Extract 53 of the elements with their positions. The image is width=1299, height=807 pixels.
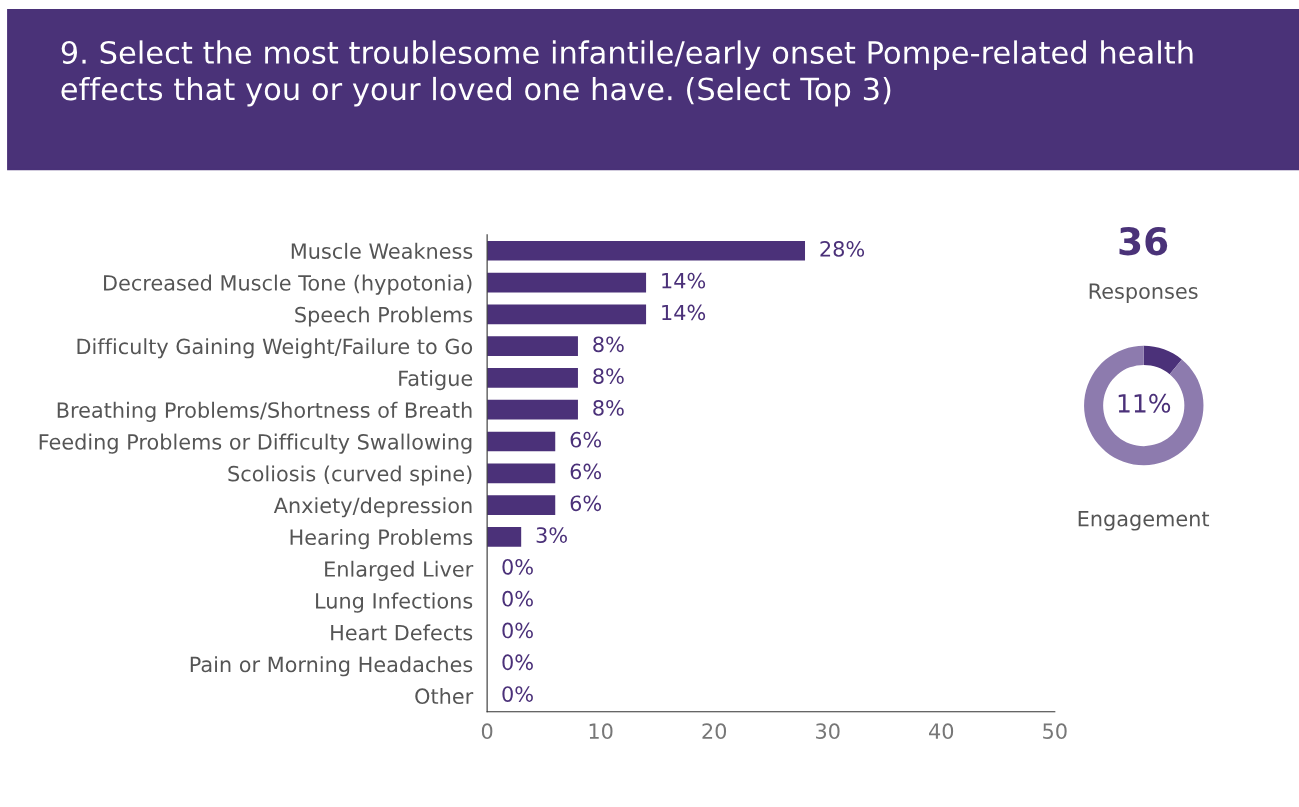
y-tick-label: Anxiety/depression bbox=[273, 497, 472, 518]
data-label: 0% bbox=[502, 558, 533, 575]
bar bbox=[487, 240, 806, 261]
bar bbox=[487, 368, 578, 388]
data-label: 3% bbox=[536, 527, 567, 543]
y-tick-label: Difficulty Gaining Weight/Failure to Go bbox=[77, 338, 473, 359]
data-label: 6% bbox=[570, 495, 602, 512]
data-label: 6% bbox=[570, 463, 602, 480]
y-tick-label: Other bbox=[415, 687, 474, 705]
y-tick-label: Speech Problems bbox=[295, 306, 473, 327]
bar bbox=[487, 399, 578, 420]
data-label: 11% bbox=[1118, 393, 1171, 413]
donut-slice bbox=[1143, 345, 1182, 375]
data-label: 0% bbox=[502, 622, 533, 639]
bar bbox=[487, 304, 647, 325]
y-tick-label: Hearing Problems bbox=[290, 528, 473, 550]
bar bbox=[487, 336, 578, 356]
bar bbox=[487, 495, 556, 515]
x-tick-label: 20 bbox=[702, 723, 727, 740]
bar bbox=[487, 527, 522, 547]
data-label: 8% bbox=[593, 368, 624, 384]
data-label: 8% bbox=[593, 336, 624, 353]
bar bbox=[487, 272, 647, 293]
chart-title: 9. Select the most troublesome infantile/early onset Pompe-related health effects that you or your loved one have. (Select Top 3) bbox=[61, 40, 1193, 107]
y-tick-label: Muscle Weakness bbox=[291, 242, 473, 259]
y-tick-label: Decreased Muscle Tone (hypotonia) bbox=[104, 274, 472, 295]
bar bbox=[487, 431, 556, 452]
bar bbox=[487, 463, 556, 484]
data-label: 14% bbox=[662, 304, 706, 321]
y-tick-label: Pain or Morning Headaches bbox=[190, 656, 473, 677]
x-tick-label: 50 bbox=[1043, 723, 1067, 740]
data-label: 6% bbox=[570, 431, 602, 448]
donut-slice bbox=[1084, 345, 1204, 466]
y-tick-label: Heart Defects bbox=[331, 624, 473, 641]
x-tick-label: 10 bbox=[589, 723, 613, 740]
y-tick-label: Lung Infections bbox=[316, 592, 473, 613]
y-tick-label: Scoliosis (curved spine) bbox=[228, 465, 472, 486]
text: Engagement bbox=[1078, 511, 1210, 531]
data-label: 14% bbox=[662, 272, 706, 289]
x-tick-label: 30 bbox=[816, 723, 840, 740]
data-label: 0% bbox=[502, 590, 533, 607]
text: 36 bbox=[1119, 227, 1168, 256]
x-tick-label: 40 bbox=[929, 723, 954, 740]
x-tick-label: 0 bbox=[481, 723, 493, 740]
text: Responses bbox=[1089, 283, 1198, 304]
data-label: 28% bbox=[820, 241, 865, 257]
y-tick-label: Feeding Problems or Difficulty Swallowing bbox=[39, 433, 472, 454]
data-label: 8% bbox=[593, 400, 624, 416]
y-tick-label: Breathing Problems/Shortness of Breath bbox=[57, 401, 472, 422]
data-label: 0% bbox=[502, 686, 533, 702]
data-label: 0% bbox=[502, 654, 533, 671]
y-tick-label: Fatigue bbox=[399, 370, 473, 391]
y-tick-label: Enlarged Liver bbox=[325, 560, 474, 581]
